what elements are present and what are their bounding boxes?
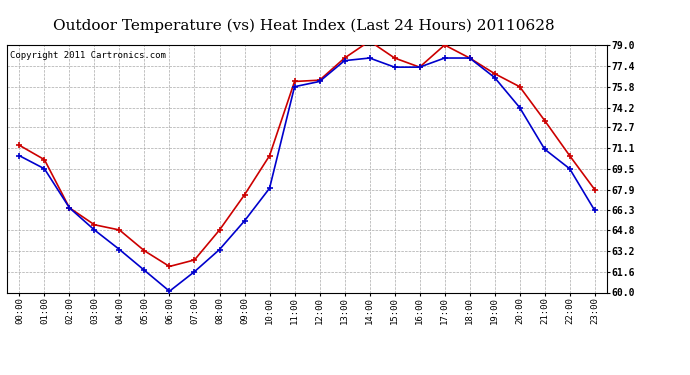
Text: Outdoor Temperature (vs) Heat Index (Last 24 Hours) 20110628: Outdoor Temperature (vs) Heat Index (Las… (53, 19, 554, 33)
Text: Copyright 2011 Cartronics.com: Copyright 2011 Cartronics.com (10, 51, 166, 60)
